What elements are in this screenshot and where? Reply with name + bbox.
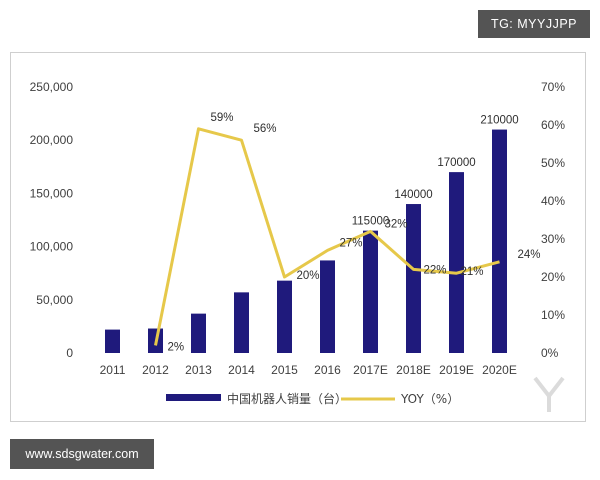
legend-bar-swatch — [166, 394, 221, 401]
yoy-data-label: 59% — [211, 112, 234, 124]
yoy-data-label: 22% — [424, 264, 447, 276]
bar — [320, 260, 335, 353]
y-left-tick-label: 200,000 — [30, 133, 74, 147]
yoy-data-label: 27% — [340, 237, 363, 249]
x-tick-label: 2016 — [314, 363, 341, 377]
chart-frame: 0 50,000 100,000 150,000 200,000 250,000 0% 10%… — [10, 52, 586, 422]
bar-data-label: 210000 — [480, 115, 518, 127]
y-left-tick-label: 0 — [66, 346, 73, 360]
y-left-tick-label: 250,000 — [30, 80, 74, 94]
y-right-tick-label: 10% — [541, 308, 565, 322]
bar — [363, 230, 378, 353]
bar — [449, 172, 464, 353]
x-tick-label: 2018E — [396, 363, 431, 377]
bar-line-combo-chart: 0 50,000 100,000 150,000 200,000 250,000 0% 10%… — [30, 80, 566, 406]
x-tick-label: 2012 — [142, 363, 169, 377]
x-tick-label: 2017E — [353, 363, 388, 377]
yoy-data-label: 32% — [385, 218, 408, 230]
bar-data-label: 170000 — [437, 157, 475, 169]
y-right-tick-label: 0% — [541, 346, 559, 360]
bar-data-label: 140000 — [394, 189, 432, 201]
y-right-tick-label: 20% — [541, 270, 565, 284]
bar — [234, 292, 249, 353]
bar-data-label: 115000 — [352, 216, 390, 228]
bar — [492, 129, 507, 353]
yoy-data-label: 21% — [461, 266, 484, 278]
yoy-line — [154, 127, 500, 346]
x-tick-label: 2014 — [228, 363, 255, 377]
yoy-data-label: 56% — [254, 123, 277, 135]
source-url-tag: www.sdsgwater.com — [10, 439, 154, 469]
x-tick-label: 2020E — [482, 363, 517, 377]
x-tick-label: 2011 — [100, 363, 126, 377]
bar — [105, 329, 120, 353]
y-left-tick-label: 150,000 — [30, 186, 74, 200]
x-tick-label: 2019E — [439, 363, 474, 377]
yoy-data-label: 2% — [168, 341, 185, 353]
y-right-tick-label: 70% — [541, 80, 565, 94]
legend-line-label: YOY（%） — [400, 392, 459, 406]
bar — [191, 313, 206, 353]
yoy-data-label: 20% — [297, 270, 320, 282]
y-right-tick-label: 40% — [541, 194, 565, 208]
y-left-tick-label: 100,000 — [30, 240, 74, 254]
legend-bar-label: 中国机器人销量（台） — [227, 391, 347, 406]
y-right-tick-label: 60% — [541, 118, 565, 132]
top-watermark-tag: TG: MYYJJPP — [478, 10, 590, 38]
y-right-tick-label: 50% — [541, 156, 565, 170]
y-right-tick-label: 30% — [541, 232, 565, 246]
y-left-tick-label: 50,000 — [36, 293, 73, 307]
bar — [277, 280, 292, 353]
logo-watermark-icon — [533, 376, 565, 412]
bar — [406, 204, 421, 353]
x-tick-label: 2015 — [271, 363, 298, 377]
yoy-data-label: 24% — [518, 249, 541, 261]
x-tick-label: 2013 — [185, 363, 212, 377]
